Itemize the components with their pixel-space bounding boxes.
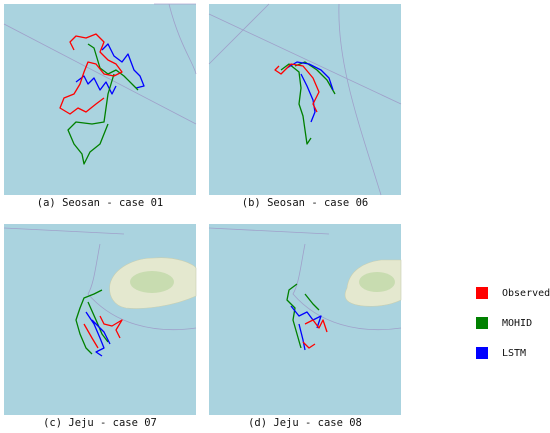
trajectory — [290, 305, 322, 351]
map-panel: (a) Seosan - case 01 — [3, 3, 197, 209]
sea — [209, 4, 401, 195]
boundary — [208, 227, 402, 331]
trajectory — [85, 311, 111, 357]
trajectory — [75, 43, 145, 95]
legend-label: MOHID — [502, 318, 532, 329]
legend: Observed MOHID LSTM — [476, 287, 550, 359]
sea — [209, 224, 401, 415]
trajectory — [274, 63, 320, 113]
island-interior — [130, 271, 174, 293]
trajectory — [67, 43, 139, 165]
legend-label: Observed — [502, 288, 550, 299]
legend-swatch — [476, 317, 488, 329]
map-panel: (d) Jeju - case 08 — [208, 224, 402, 429]
map-panel: (b) Seosan - case 06 — [208, 3, 402, 209]
legend-swatch — [476, 287, 488, 299]
sea — [4, 4, 196, 195]
trajectory — [302, 319, 328, 349]
trajectory — [286, 283, 320, 349]
panel-caption: (a) Seosan - case 01 — [37, 197, 163, 209]
boundary — [208, 3, 402, 196]
panel-caption: (b) Seosan - case 06 — [242, 197, 368, 209]
sea — [4, 224, 196, 415]
panel-caption: (c) Jeju - case 07 — [43, 417, 157, 429]
trajectory — [59, 33, 123, 115]
map-panel: (c) Jeju - case 07 — [3, 224, 197, 429]
panel-caption: (d) Jeju - case 08 — [248, 417, 362, 429]
boundary — [3, 227, 197, 331]
legend-swatch — [476, 347, 488, 359]
boundary — [3, 3, 197, 125]
legend-label: LSTM — [502, 348, 526, 359]
trajectory — [83, 315, 123, 349]
island-interior — [359, 272, 395, 292]
trajectory — [286, 61, 334, 123]
